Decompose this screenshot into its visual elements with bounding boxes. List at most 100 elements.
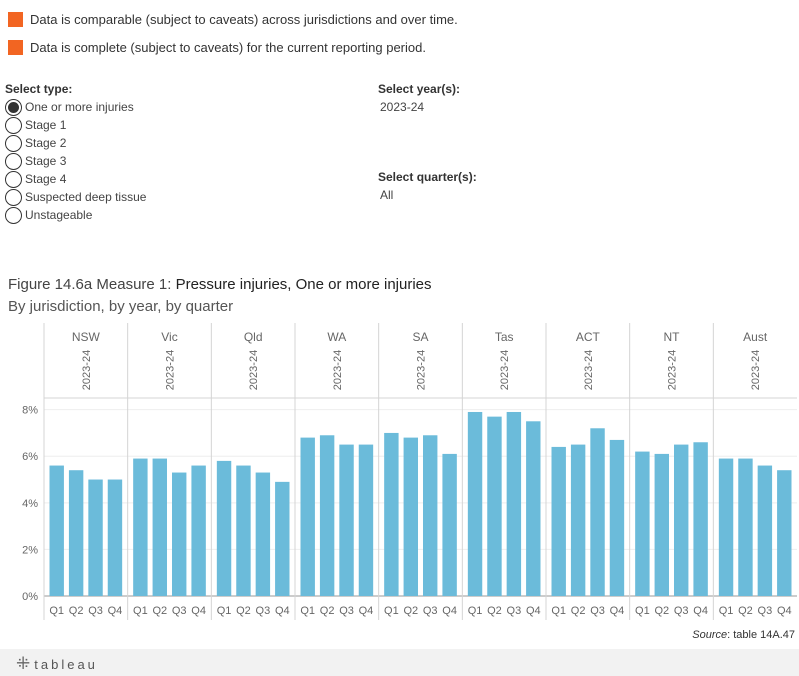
jurisdiction-label: Vic (161, 330, 177, 344)
quarter-label: Q4 (275, 605, 290, 617)
quarter-label: Q1 (133, 605, 148, 617)
figure-title-prefix: Figure 14.6a Measure 1: (8, 276, 176, 293)
legend-item-complete: Data is complete (subject to caveats) fo… (8, 40, 426, 55)
bar (506, 411, 522, 596)
jurisdiction-label: Tas (495, 330, 514, 344)
bar (635, 451, 650, 596)
jurisdiction-label: NT (664, 330, 681, 344)
year-label: 2023-24 (332, 350, 344, 390)
year-select[interactable]: 2023-24 (380, 100, 425, 114)
quarter-label: Q4 (108, 605, 123, 617)
jurisdiction-label: Qld (244, 330, 263, 344)
bar (172, 472, 187, 596)
quarter-label: Q3 (674, 605, 689, 617)
y-tick-label: 4% (22, 498, 38, 510)
legend-item-comparable: Data is comparable (subject to caveats) … (8, 12, 458, 27)
bar (487, 416, 502, 596)
quarter-label: Q1 (300, 605, 315, 617)
type-option-one-or-more-injuries[interactable]: One or more injuries (5, 98, 146, 116)
radio-circle-icon[interactable] (5, 170, 22, 188)
quarter-label: Q3 (423, 605, 438, 617)
radio-circle-icon[interactable] (5, 206, 22, 224)
quarter-label: Q2 (320, 605, 335, 617)
jurisdiction-label: NSW (72, 330, 101, 344)
radio-circle-icon[interactable] (5, 116, 22, 134)
orange-square-icon (8, 12, 23, 27)
type-option-stage-2[interactable]: Stage 2 (5, 134, 146, 152)
bar (590, 428, 605, 596)
radio-circle-icon[interactable] (5, 152, 22, 170)
bar (358, 444, 374, 596)
bar (384, 432, 399, 596)
radio-circle-icon[interactable] (5, 188, 22, 206)
bar (107, 479, 123, 596)
select-year-title: Select year(s): (378, 82, 461, 96)
figure-subtitle: By jurisdiction, by year, by quarter (8, 298, 234, 315)
type-option-unstageable[interactable]: Unstageable (5, 206, 146, 224)
radio-circle-icon[interactable] (5, 134, 22, 152)
bar (570, 444, 586, 596)
type-option-suspected-deep-tissue[interactable]: Suspected deep tissue (5, 188, 146, 206)
quarter-label: Q4 (526, 605, 541, 617)
legend-text-comparable: Data is comparable (subject to caveats) … (30, 12, 458, 27)
quarter-label: Q4 (610, 605, 625, 617)
quarter-label: Q1 (635, 605, 650, 617)
tableau-logo-text: tableau (34, 656, 98, 672)
bar (133, 458, 148, 596)
quarter-label: Q3 (339, 605, 354, 617)
radio-option-label: Unstageable (25, 208, 93, 222)
bar (738, 458, 753, 596)
orange-square-icon (8, 40, 23, 55)
quarter-label: Q2 (487, 605, 502, 617)
bar (551, 446, 566, 596)
type-option-stage-1[interactable]: Stage 1 (5, 116, 146, 134)
quarter-label: Q2 (571, 605, 586, 617)
radio-circle-icon[interactable] (5, 98, 22, 116)
quarter-label: Q1 (551, 605, 566, 617)
quarter-label: Q3 (590, 605, 605, 617)
tableau-logo[interactable]: ⁜ tableau (16, 654, 98, 674)
year-label: 2023-24 (248, 350, 260, 390)
y-tick-label: 8% (22, 405, 38, 417)
year-label: 2023-24 (81, 350, 93, 390)
year-label: 2023-24 (667, 350, 679, 390)
year-label: 2023-24 (583, 350, 595, 390)
source-label: Source (692, 629, 728, 641)
quarter-label: Q1 (468, 605, 483, 617)
quarter-label: Q2 (152, 605, 167, 617)
type-radio-group: One or more injuries Stage 1 Stage 2 Stage … (5, 98, 146, 224)
quarter-label: Q2 (236, 605, 251, 617)
quarter-select[interactable]: All (380, 188, 394, 202)
type-option-stage-3[interactable]: Stage 3 (5, 152, 146, 170)
quarter-label: Q3 (256, 605, 271, 617)
bar (68, 470, 84, 596)
bar (718, 458, 734, 596)
bar (423, 435, 438, 596)
select-quarter-title: Select quarter(s): (378, 170, 477, 184)
quarter-label: Q4 (693, 605, 708, 617)
quarter-label: Q2 (69, 605, 84, 617)
quarter-label: Q1 (719, 605, 734, 617)
radio-option-label: Stage 4 (25, 172, 67, 186)
quarter-label: Q1 (49, 605, 64, 617)
radio-option-label: Stage 2 (25, 136, 67, 150)
source-text: : table 14A.47 (727, 629, 795, 641)
bar (674, 444, 689, 596)
bar (693, 442, 708, 596)
radio-option-label: Suspected deep tissue (25, 190, 147, 204)
bar (757, 465, 773, 596)
bar (467, 411, 483, 596)
type-option-stage-4[interactable]: Stage 4 (5, 170, 146, 188)
bar (216, 460, 232, 596)
radio-option-label: Stage 3 (25, 154, 67, 168)
jurisdiction-label: ACT (576, 330, 601, 344)
bar (403, 437, 418, 596)
bar (654, 453, 669, 596)
bar (49, 465, 64, 596)
bar (319, 435, 335, 596)
bar (191, 465, 206, 596)
quarter-label: Q4 (359, 605, 374, 617)
tableau-plus-icon: ⁜ (16, 654, 31, 673)
bar (609, 439, 625, 596)
